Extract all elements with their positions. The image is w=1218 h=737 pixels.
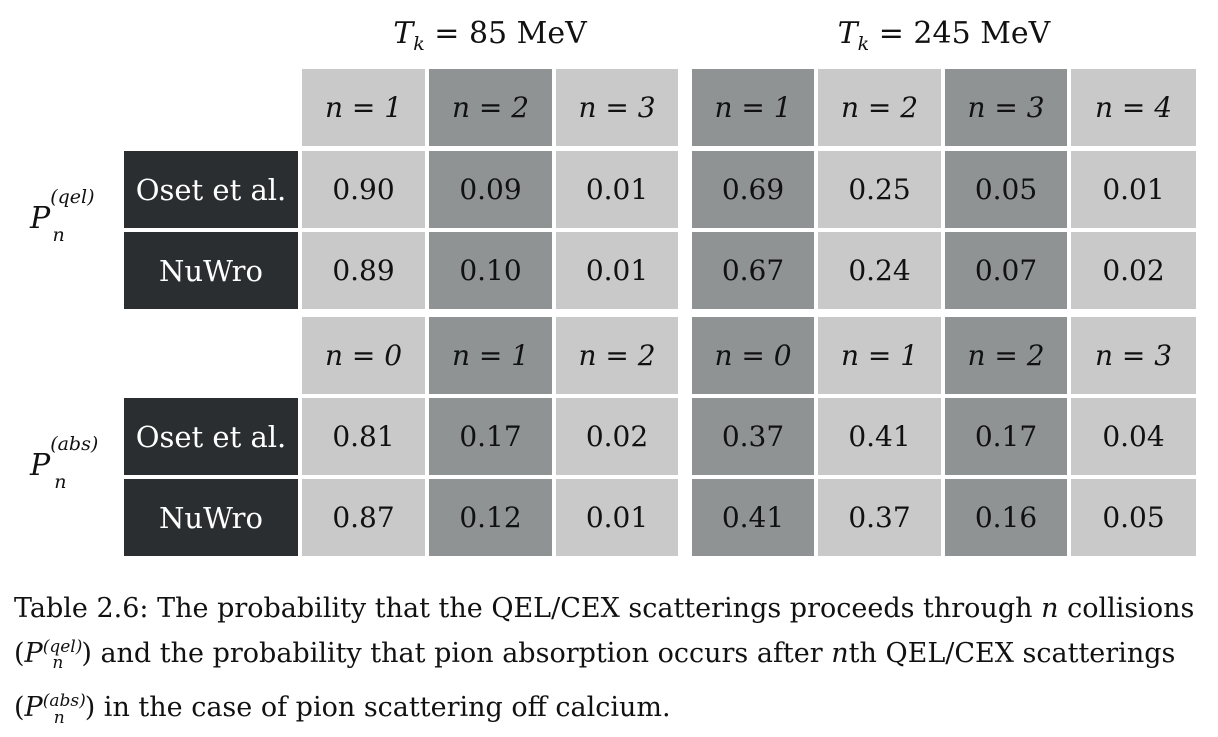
row-label: NuWro [124, 232, 298, 309]
table-cell: 0.05 [945, 151, 1067, 228]
table-cell: 0.01 [556, 232, 678, 309]
side-label-abs: P(abs)n [30, 433, 99, 493]
column-header: n = 1 [818, 317, 941, 394]
table-cell: 0.01 [556, 151, 678, 228]
table-cell: 0.25 [818, 151, 941, 228]
table-cell: 0.01 [556, 479, 678, 556]
column-header: n = 2 [556, 317, 678, 394]
table-cell: 0.04 [1071, 398, 1196, 475]
table-cell: 0.89 [302, 232, 425, 309]
table-cell: 0.02 [1071, 232, 1196, 309]
column-header: n = 1 [302, 69, 425, 146]
row-label: Oset et al. [124, 398, 298, 475]
table-cell: 0.24 [818, 232, 941, 309]
table-cell: 0.87 [302, 479, 425, 556]
table-cell: 0.67 [692, 232, 814, 309]
table-cell: 0.07 [945, 232, 1067, 309]
column-header: n = 4 [1071, 69, 1196, 146]
group-title-245: Tk = 245 MeV [837, 16, 1051, 55]
column-header: n = 2 [945, 317, 1067, 394]
column-header: n = 0 [302, 317, 425, 394]
table-caption: Table 2.6: The probability that the QEL/… [14, 590, 1204, 737]
side-label-qel: P(qel)n [30, 186, 95, 246]
table-cell: 0.37 [818, 479, 941, 556]
table-cell: 0.17 [945, 398, 1067, 475]
table-cell: 0.10 [429, 232, 552, 309]
table-cell: 0.09 [429, 151, 552, 228]
group-title-85: Tk = 85 MeV [393, 16, 587, 55]
column-header: n = 2 [818, 69, 941, 146]
column-header: n = 0 [692, 317, 814, 394]
column-header: n = 1 [692, 69, 814, 146]
table-cell: 0.02 [556, 398, 678, 475]
column-header: n = 3 [945, 69, 1067, 146]
table-cell: 0.01 [1071, 151, 1196, 228]
table-cell: 0.41 [818, 398, 941, 475]
column-header: n = 3 [1071, 317, 1196, 394]
column-header: n = 1 [429, 317, 552, 394]
table-cell: 0.41 [692, 479, 814, 556]
caption-line-3: (P(abs)n) in the case of pion scattering… [14, 691, 671, 728]
row-label: NuWro [124, 479, 298, 556]
table-cell: 0.17 [429, 398, 552, 475]
caption-line-2: (P(qel)n) and the probability that pion … [14, 637, 1176, 674]
table-cell: 0.81 [302, 398, 425, 475]
row-label: Oset et al. [124, 151, 298, 228]
table-cell: 0.12 [429, 479, 552, 556]
caption-line-1: Table 2.6: The probability that the QEL/… [14, 593, 1195, 624]
table-cell: 0.90 [302, 151, 425, 228]
table-cell: 0.69 [692, 151, 814, 228]
column-header: n = 2 [429, 69, 552, 146]
column-header: n = 3 [556, 69, 678, 146]
table-cell: 0.37 [692, 398, 814, 475]
table-cell: 0.05 [1071, 479, 1196, 556]
table-cell: 0.16 [945, 479, 1067, 556]
